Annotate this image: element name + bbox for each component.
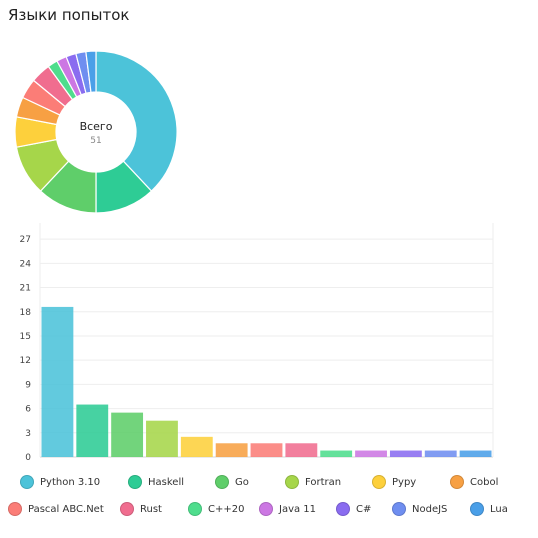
legend-label: C++20 [208,503,245,515]
page-title: Языки попыток [8,6,130,24]
y-tick-label: 24 [20,259,32,269]
legend-swatch [8,502,22,516]
legend-label: Cobol [470,476,499,488]
legend-item-pascal-abc-net[interactable]: Pascal ABC.Net [8,502,104,516]
donut-center-value: 51 [90,136,101,146]
bar-java-11[interactable] [355,450,387,457]
bar-fortran[interactable] [146,420,178,457]
legend-item-rust[interactable]: Rust [120,502,162,516]
bar-cobol[interactable] [215,443,248,457]
bar-c-[interactable] [389,450,422,457]
legend-swatch [20,475,34,489]
chart-legend: Python 3.10 Haskell Go Fortran Pypy Cobol Pasc… [0,470,538,534]
legend-label: Pascal ABC.Net [28,503,104,515]
legend-label: Fortran [305,476,342,488]
y-tick-label: 27 [20,235,31,245]
bar-pypy[interactable] [180,436,213,457]
y-tick-label: 12 [20,356,31,366]
legend-label: Haskell [148,476,185,488]
legend-label: NodeJS [412,503,448,515]
y-tick-label: 0 [25,453,31,463]
legend-item-pypy[interactable]: Pypy [372,475,416,489]
legend-swatch [285,475,299,489]
bar-marks [41,306,492,457]
legend-item-haskell[interactable]: Haskell [128,475,184,489]
legend-item-nodejs[interactable]: NodeJS [392,502,447,516]
legend-item-go[interactable]: Go [215,475,249,489]
legend-label: C# [356,503,372,515]
donut-slices [14,50,178,214]
bar-lua[interactable] [459,450,492,457]
legend-item-c-[interactable]: C# [336,502,371,516]
bar-rust[interactable] [285,443,318,457]
legend-label: Java 11 [279,503,317,515]
bar-go[interactable] [111,412,144,457]
legend-label: Pypy [392,476,417,488]
bar-c-20[interactable] [320,450,353,457]
legend-swatch [259,502,273,516]
bar-y-ticks: 0 3 6 9 12 15 18 21 24 27 [20,235,32,463]
donut-slice-python-3-10[interactable] [95,50,178,192]
legend-item-python-3-10[interactable]: Python 3.10 [20,475,100,489]
legend-swatch [120,502,134,516]
legend-swatch [128,475,142,489]
y-tick-label: 15 [20,332,31,342]
legend-label: Rust [140,503,162,515]
legend-label: Python 3.10 [40,476,101,488]
bar-nodejs[interactable] [424,450,457,457]
legend-swatch [450,475,464,489]
legend-item-cobol[interactable]: Cobol [450,475,498,489]
legend-item-c-20[interactable]: C++20 [188,502,244,516]
legend-swatch [470,502,484,516]
legend-item-fortran[interactable]: Fortran [285,475,341,489]
legend-item-java-11[interactable]: Java 11 [259,502,316,516]
y-tick-label: 9 [25,380,31,390]
legend-swatch [188,502,202,516]
bar-pascal-abc-net[interactable] [250,443,283,457]
y-tick-label: 21 [20,284,31,294]
legend-swatch [372,475,386,489]
bar-haskell[interactable] [76,404,109,457]
legend-swatch [336,502,350,516]
legend-label: Lua [490,503,508,515]
bar-chart: 0 3 6 9 12 15 18 21 24 27 [20,223,494,463]
donut-center-label: Всего [80,120,113,133]
legend-swatch [392,502,406,516]
y-tick-label: 3 [25,429,31,439]
legend-item-lua[interactable]: Lua [470,502,508,516]
donut-chart: Всего 51 [14,50,178,214]
bar-python-3-10[interactable] [41,306,74,457]
y-tick-label: 18 [20,308,32,318]
legend-swatch [215,475,229,489]
y-tick-label: 6 [25,405,31,415]
donut-slice-lua[interactable] [85,50,97,93]
legend-label: Go [235,476,249,488]
